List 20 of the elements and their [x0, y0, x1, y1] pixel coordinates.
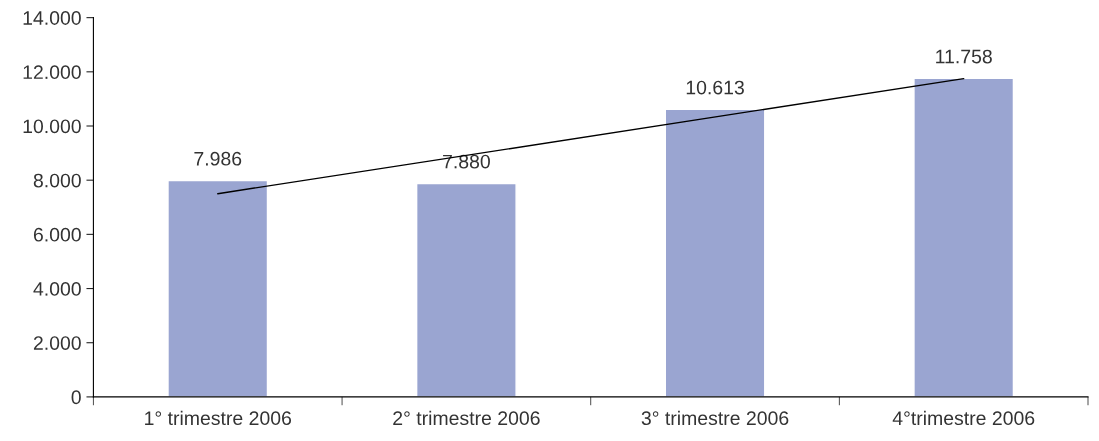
y-tick-label: 8.000: [33, 173, 81, 188]
bar: [415, 182, 517, 397]
data-label: 11.758: [936, 49, 992, 64]
x-tick-label: 4°trimestre 2006: [892, 410, 1035, 426]
data-label: 7.986: [194, 151, 242, 166]
data-label: 10.613: [686, 80, 744, 95]
x-tick-label: 2° trimestre 2006: [393, 410, 540, 426]
y-tick-label: 0: [71, 390, 81, 405]
bar: [913, 77, 1015, 397]
x-tick-label: 3° trimestre 2006: [641, 410, 789, 426]
y-tick-label: 14.000: [23, 11, 81, 25]
y-tick-label: 6.000: [33, 227, 81, 242]
bar: [664, 108, 766, 397]
data-label: 7.880: [443, 154, 490, 169]
x-tick-label: 1° trimestre 2006: [145, 410, 292, 426]
y-tick-label: 12.000: [23, 65, 81, 80]
y-tick-label: 10.000: [23, 119, 81, 134]
bar: [167, 179, 269, 397]
y-tick-label: 4.000: [33, 282, 81, 296]
y-tick-label: 2.000: [33, 336, 81, 350]
